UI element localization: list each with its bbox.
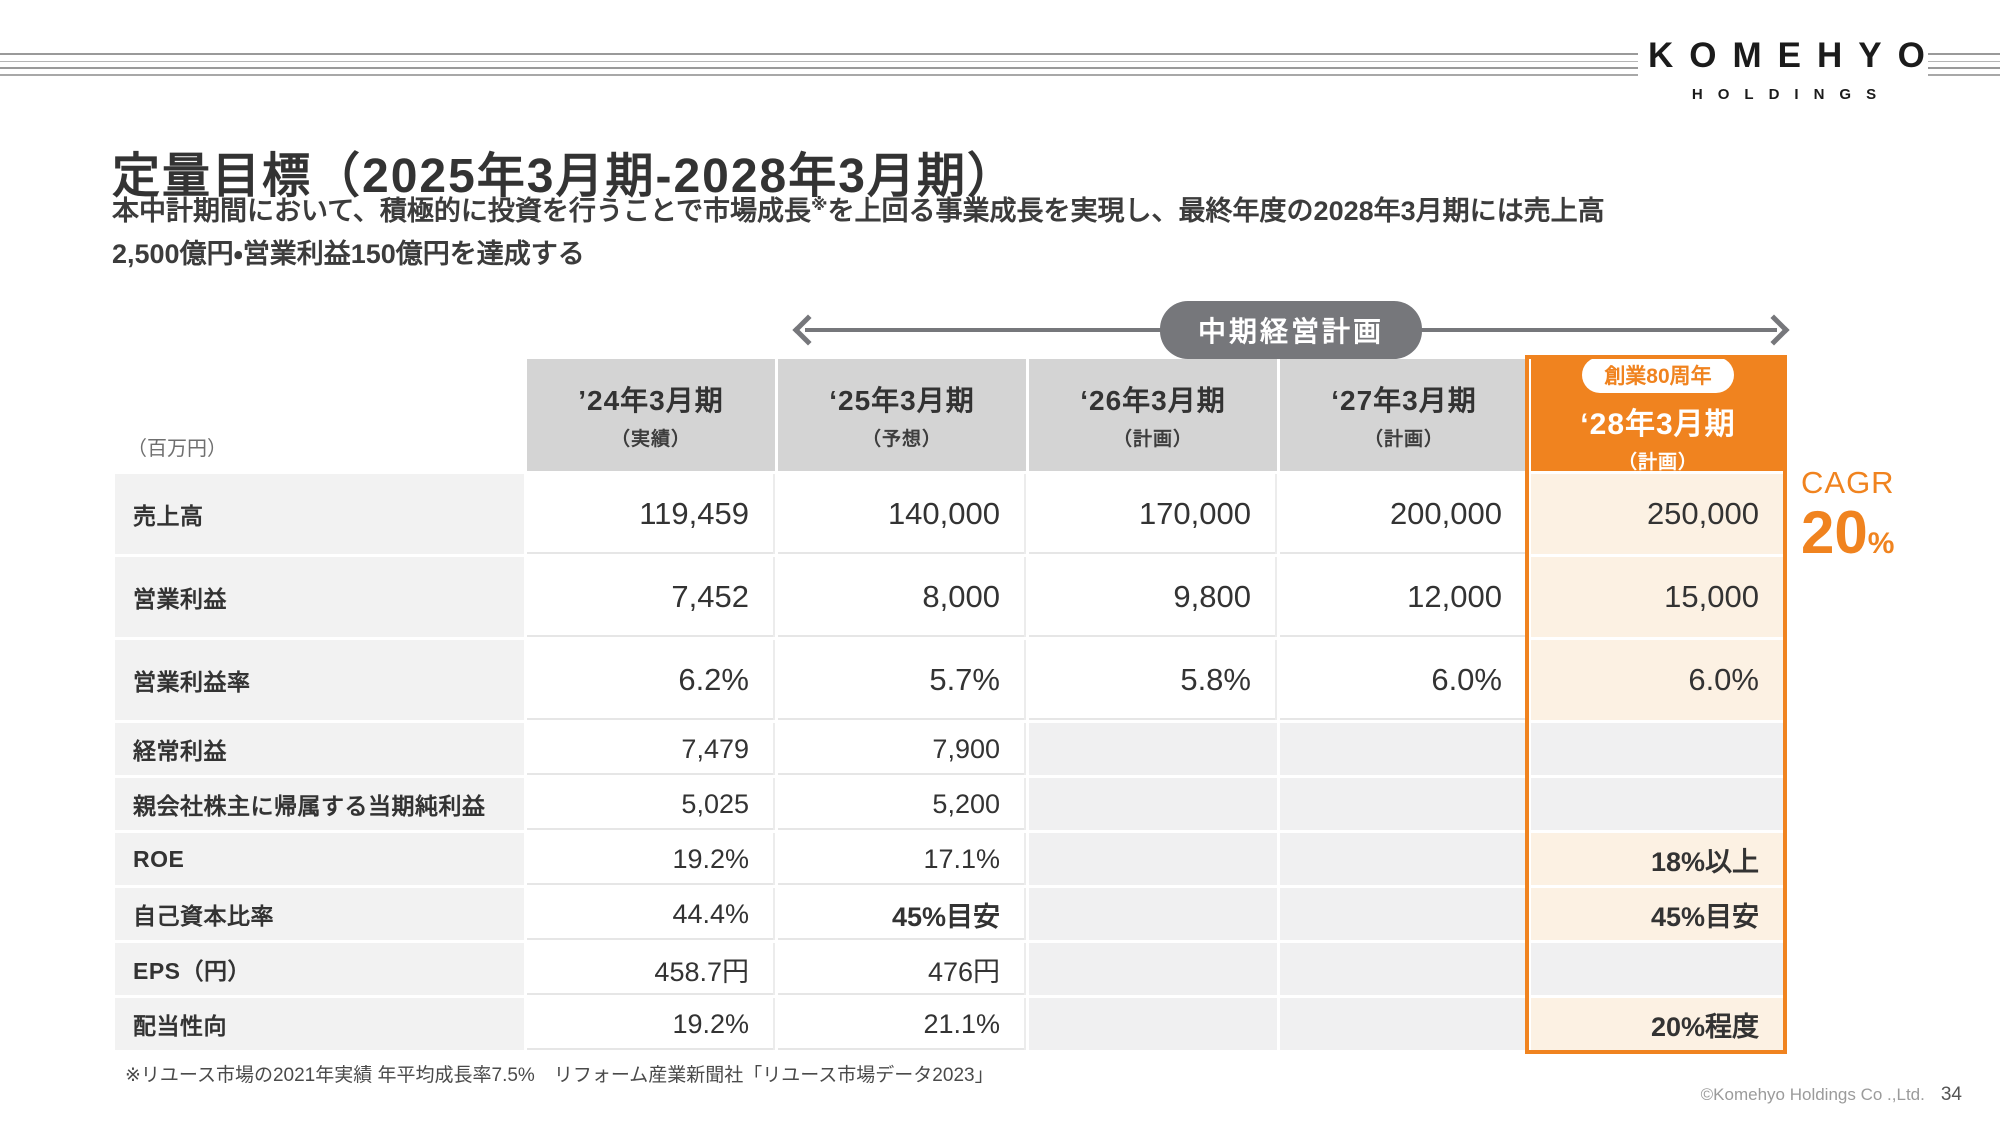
table-row-net-income: 親会社株主に帰属する当期純利益 5,025 5,200 — [115, 778, 1785, 830]
table-cell-fy28: 15,000 — [1531, 557, 1785, 637]
table-cell: 21.1% — [778, 998, 1026, 1050]
table-row-eps: EPS（円） 458.7円 476円 — [115, 943, 1785, 995]
table-cell: 6.2% — [527, 640, 775, 720]
table-row-operating-profit: 営業利益 7,452 8,000 9,800 12,000 15,000 — [115, 557, 1785, 637]
table-cell-fy28-empty — [1531, 778, 1785, 830]
subtitle-line-2: 2,500億円・営業利益150億円を達成する — [112, 239, 585, 270]
table-cell: 8,000 — [778, 557, 1026, 637]
page-number: 34 — [1940, 1084, 1962, 1105]
arrow-left-head-icon — [792, 314, 824, 346]
table-cell: 19.2% — [527, 998, 775, 1050]
table-cell-fy28: 20%程度 — [1531, 998, 1785, 1050]
cagr-callout: CAGR 20% — [1801, 465, 1895, 564]
table-cell: 7,452 — [527, 557, 775, 637]
table-cell-empty — [1029, 888, 1277, 940]
targets-table: （百万円） ’24年3月期 （実績） ‘25年3月期 （予想） ‘26年3月期 … — [115, 356, 1785, 1053]
row-label: 営業利益 — [115, 557, 524, 637]
table-cell-fy28-empty — [1531, 943, 1785, 995]
table-row-equity-ratio: 自己資本比率 44.4% 45%目安 45%目安 — [115, 888, 1785, 940]
table-cell-empty — [1029, 998, 1277, 1050]
row-label: 配当性向 — [115, 998, 524, 1050]
header-rule-lines-right — [1928, 53, 2000, 76]
footer: ©Komehyo Holdings Co .,Ltd. 34 — [1701, 1084, 1962, 1106]
table-cell: 458.7円 — [527, 943, 775, 995]
table-cell: 17.1% — [778, 833, 1026, 885]
row-label: 売上高 — [115, 474, 524, 554]
footnote-marker: ※ — [811, 195, 828, 214]
table-cell-fy28: 45%目安 — [1531, 888, 1785, 940]
table-cell-empty — [1280, 888, 1528, 940]
row-label: 自己資本比率 — [115, 888, 524, 940]
slide-subtitle: 本中計期間において、積極的に投資を行うことで市場成長※を上回る事業成長を実現し、… — [112, 190, 1605, 276]
table-cell-empty — [1280, 778, 1528, 830]
table-cell-empty — [1280, 723, 1528, 775]
table-cell: 44.4% — [527, 888, 775, 940]
table-cell: 6.0% — [1280, 640, 1528, 720]
row-label: ROE — [115, 833, 524, 885]
table-row-operating-margin: 営業利益率 6.2% 5.7% 5.8% 6.0% 6.0% — [115, 640, 1785, 720]
table-cell-fy28: 6.0% — [1531, 640, 1785, 720]
cagr-unit: % — [1867, 527, 1895, 560]
table-row-sales: 売上高 119,459 140,000 170,000 200,000 250,… — [115, 474, 1785, 554]
table-cell: 5.8% — [1029, 640, 1277, 720]
midterm-plan-pill: 中期経営計画 — [1159, 301, 1423, 359]
table-cell: 476円 — [778, 943, 1026, 995]
column-header-fy24: ’24年3月期 （実績） — [527, 359, 775, 471]
column-header-fy26: ‘26年3月期 （計画） — [1029, 359, 1277, 471]
column-header-fy27: ‘27年3月期 （計画） — [1280, 359, 1528, 471]
arrow-right-head-icon — [1758, 314, 1790, 346]
table-cell: 119,459 — [527, 474, 775, 554]
table-cell: 170,000 — [1029, 474, 1277, 554]
column-header-fy28: 創業80周年 ‘28年3月期 （計画） — [1531, 356, 1785, 473]
row-label: 経常利益 — [115, 723, 524, 775]
page-title: 定量目標（2025年3月期-2028年3月期） — [112, 150, 1017, 204]
subtitle-line-1: 本中計期間において、積極的に投資を行うことで市場成長※を上回る事業成長を実現し、… — [112, 195, 1605, 226]
table-cell-empty — [1029, 778, 1277, 830]
table-cell: 140,000 — [778, 474, 1026, 554]
logo-sub-text: HOLDINGS — [1691, 86, 1892, 103]
table-cell-fy28: 250,000 — [1531, 474, 1785, 554]
table-cell: 5.7% — [778, 640, 1026, 720]
company-logo: KOMEHYO HOLDINGS — [1648, 36, 1925, 103]
table-cell: 19.2% — [527, 833, 775, 885]
table-cell: 9,800 — [1029, 557, 1277, 637]
unit-note: （百万円） — [127, 438, 227, 460]
footnote: ※リユース市場の2021年実績 年平均成長率7.5% リフォーム産業新聞社「リユ… — [125, 1065, 994, 1086]
table-cell: 5,200 — [778, 778, 1026, 830]
table-row-ordinary-profit: 経常利益 7,479 7,900 — [115, 723, 1785, 775]
table-cell-empty — [1029, 943, 1277, 995]
table-row-payout-ratio: 配当性向 19.2% 21.1% 20%程度 — [115, 998, 1785, 1050]
table-cell: 12,000 — [1280, 557, 1528, 637]
table-cell: 200,000 — [1280, 474, 1528, 554]
cagr-value: 20 — [1801, 499, 1868, 566]
midterm-plan-span-arrow: 中期経営計画 — [792, 301, 1790, 359]
row-label: 親会社株主に帰属する当期純利益 — [115, 778, 524, 830]
column-header-fy25: ‘25年3月期 （予想） — [778, 359, 1026, 471]
table-cell-empty — [1029, 723, 1277, 775]
table-cell-empty — [1280, 998, 1528, 1050]
header-rule-lines-left — [0, 53, 1638, 76]
copyright-text: ©Komehyo Holdings Co .,Ltd. — [1700, 1085, 1925, 1104]
table-cell-fy28-empty — [1531, 723, 1785, 775]
table-row-roe: ROE 19.2% 17.1% 18%以上 — [115, 833, 1785, 885]
table-cell: 5,025 — [527, 778, 775, 830]
cagr-label: CAGR — [1801, 465, 1895, 500]
table-cell-fy28: 18%以上 — [1531, 833, 1785, 885]
anniversary-badge: 創業80周年 — [1582, 356, 1734, 393]
table-cell: 7,900 — [778, 723, 1026, 775]
table-cell-empty — [1029, 833, 1277, 885]
logo-brand-text: KOMEHYO — [1648, 36, 1941, 75]
table-cell-empty — [1280, 833, 1528, 885]
row-label: 営業利益率 — [115, 640, 524, 720]
table-cell: 7,479 — [527, 723, 775, 775]
table-header-row: （百万円） ’24年3月期 （実績） ‘25年3月期 （予想） ‘26年3月期 … — [115, 356, 1785, 473]
table-cell-empty — [1280, 943, 1528, 995]
table-cell: 45%目安 — [778, 888, 1026, 940]
row-label: EPS（円） — [115, 943, 524, 995]
